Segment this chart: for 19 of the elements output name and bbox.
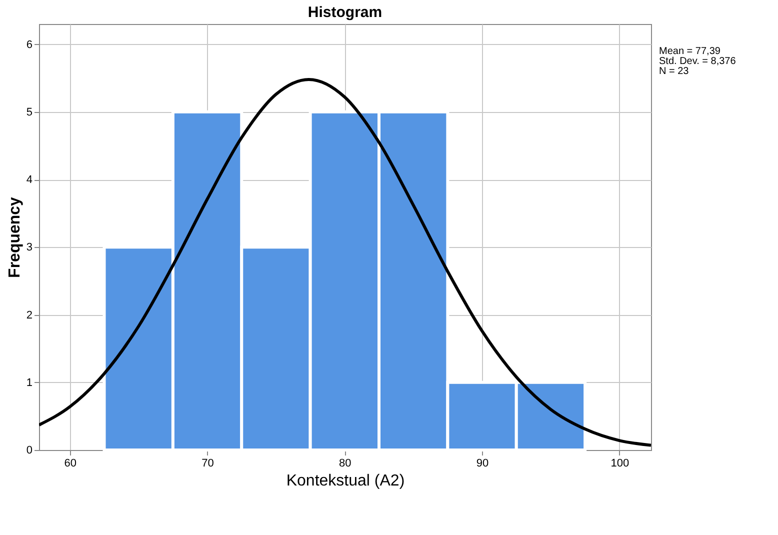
y-tick-label: 5	[26, 106, 32, 118]
y-tick-label: 0	[26, 444, 32, 456]
y-tick-label: 6	[26, 38, 32, 51]
y-tick-label: 2	[26, 309, 32, 322]
x-tick-label: 80	[339, 458, 352, 470]
text: N = 23	[659, 66, 690, 77]
line-series	[39, 78, 651, 447]
y-tick-label: 1	[26, 376, 32, 389]
chart-title: Histogram	[308, 4, 382, 21]
y-tick-label: 4	[26, 174, 32, 186]
text: Std. Dev. = 8,376	[659, 56, 736, 67]
text: Mean = 77,39	[659, 46, 721, 57]
x-tick-label: 60	[64, 458, 77, 470]
x-tick-label: 90	[476, 458, 489, 470]
x-tick-label: 100	[610, 458, 630, 470]
y-axis-title: Frequency	[6, 196, 24, 278]
y-tick-label: 3	[26, 242, 32, 254]
x-axis-title: Kontekstual (A2)	[286, 472, 405, 490]
x-tick-label: 70	[202, 458, 214, 470]
